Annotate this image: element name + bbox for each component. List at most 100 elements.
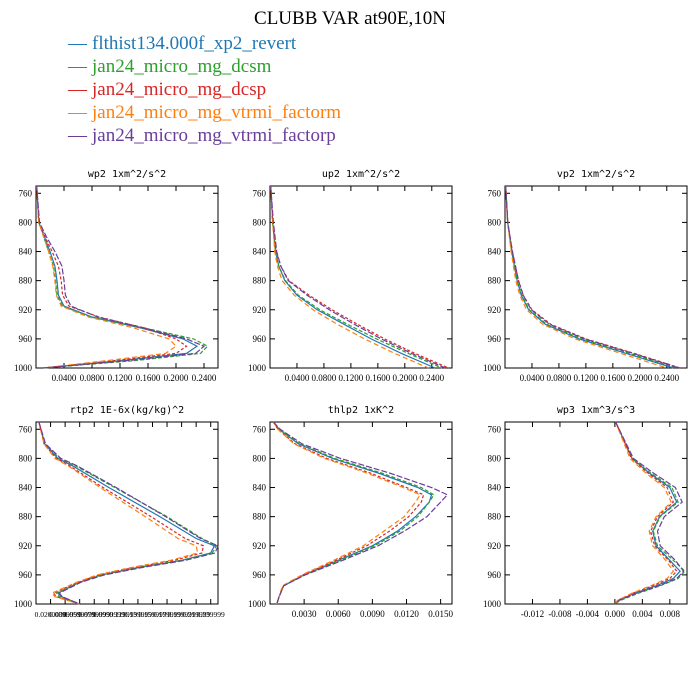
series-line-4 [270, 185, 429, 369]
y-tick-label: 840 [488, 247, 502, 257]
legend-line-icon: — [68, 33, 87, 54]
x-tick-label: 0.1600 [136, 373, 161, 383]
series-line-5 [614, 421, 685, 605]
legend-label: jan24_micro_mg_dcsp [92, 79, 267, 100]
legend: — flthist134.000f_xp2_revert — jan24_micro… [68, 32, 341, 147]
y-tick-label: 760 [488, 188, 502, 198]
y-tick-label: 880 [253, 276, 267, 286]
legend-label: jan24_micro_mg_vtrmi_factorm [92, 102, 342, 123]
panel-title: wp3 1xm^3/s^3 [557, 405, 635, 416]
x-tick-label: 0.0399999 [49, 610, 81, 619]
plot-frame [504, 185, 688, 369]
y-tick-label: 800 [253, 217, 267, 227]
series-line-5 [38, 421, 219, 605]
x-tick-label: 0.0150 [428, 609, 453, 619]
panel-title: vp2 1xm^2/s^2 [557, 169, 635, 180]
legend-entry: — jan24_micro_mg_dcsm [68, 55, 341, 78]
y-tick-label: 960 [19, 570, 33, 580]
y-tick-label: 760 [253, 424, 267, 434]
series-line-3 [614, 421, 678, 605]
y-tick-label: 800 [488, 217, 502, 227]
panel-title: thlp2 1xK^2 [328, 405, 394, 416]
panel-title: rtp2 1E-6x(kg/kg)^2 [70, 405, 184, 416]
y-tick-label: 880 [253, 512, 267, 522]
series-line-3 [38, 421, 205, 605]
x-tick-label: 0.219999 [182, 610, 210, 619]
series-line-2 [272, 421, 435, 605]
plot-frame [269, 185, 453, 369]
x-tick-label: 0.0400 [520, 373, 545, 383]
x-tick-label: -0.012 [521, 609, 544, 619]
legend-label: jan24_micro_mg_vtrmi_factorp [92, 125, 336, 146]
y-tick-label: 840 [253, 483, 267, 493]
x-tick-label: 0.199999 [168, 610, 196, 619]
x-tick-label: 0.1200 [574, 373, 599, 383]
legend-entry: — jan24_micro_mg_vtrmi_factorp [68, 124, 341, 147]
x-tick-label: 0.0800 [312, 373, 337, 383]
x-tick-label: 0.119999 [109, 610, 137, 619]
y-tick-label: 880 [488, 512, 502, 522]
y-tick-label: 920 [488, 541, 502, 551]
x-tick-label: 0.0999999 [93, 610, 125, 619]
legend-entry: — jan24_micro_mg_vtrmi_factorm [68, 101, 341, 124]
legend-line-icon: — [68, 56, 87, 77]
x-tick-label: 0.1200 [339, 373, 364, 383]
series-line-5 [36, 185, 206, 369]
x-tick-label: 0.0799999 [78, 610, 110, 619]
x-tick-label: 0.0030 [292, 609, 317, 619]
y-tick-label: 840 [488, 483, 502, 493]
legend-line-icon: — [68, 79, 87, 100]
y-tick-label: 1000 [483, 363, 502, 373]
series-line-3 [272, 421, 425, 605]
x-tick-label: 0.1600 [600, 373, 625, 383]
y-tick-label: 1000 [483, 599, 502, 609]
series-line-4 [272, 421, 421, 605]
y-tick-label: 880 [488, 276, 502, 286]
panel-title: up2 1xm^2/s^2 [322, 169, 400, 180]
series-line-4 [505, 185, 667, 369]
y-tick-label: 1000 [248, 599, 267, 609]
y-tick-label: 800 [19, 453, 33, 463]
legend-line-icon: — [68, 102, 87, 123]
series-line-1 [36, 185, 199, 369]
series-line-3 [505, 185, 681, 369]
x-tick-label: 0.0800 [547, 373, 572, 383]
x-tick-label: 0.2000 [164, 373, 189, 383]
x-tick-label: 0.0400 [285, 373, 310, 383]
plot-frame [504, 421, 688, 605]
y-tick-label: 920 [19, 541, 33, 551]
series-line-1 [38, 421, 216, 605]
x-tick-label: 0.2000 [627, 373, 652, 383]
x-tick-label: 0.0060 [326, 609, 351, 619]
y-tick-label: 760 [488, 424, 502, 434]
x-tick-label: 0.2400 [192, 373, 217, 383]
plot-frame [35, 185, 219, 369]
series-line-5 [505, 185, 680, 369]
legend-entry: — jan24_micro_mg_dcsp [68, 78, 341, 101]
y-tick-label: 1000 [14, 363, 33, 373]
x-tick-label: 0.0400 [52, 373, 77, 383]
y-tick-label: 760 [19, 424, 33, 434]
series-line-4 [36, 185, 177, 369]
y-tick-label: 960 [253, 570, 267, 580]
x-tick-label: -0.004 [576, 609, 600, 619]
y-tick-label: 1000 [14, 599, 33, 609]
plot-frame [269, 421, 453, 605]
legend-line-icon: — [68, 125, 87, 146]
x-tick-label: 0.2000 [392, 373, 417, 383]
series-line-2 [38, 421, 218, 605]
legend-entry: — flthist134.000f_xp2_revert [68, 32, 341, 55]
plot-frame [35, 421, 219, 605]
x-tick-label: 0.000 [605, 609, 626, 619]
series-line-2 [270, 185, 443, 369]
y-tick-label: 800 [488, 453, 502, 463]
x-tick-label: 0.004 [632, 609, 653, 619]
series-line-2 [614, 421, 686, 605]
series-line-2 [36, 185, 209, 369]
y-tick-label: 960 [253, 334, 267, 344]
y-tick-label: 760 [253, 188, 267, 198]
x-tick-label: 0.008 [660, 609, 681, 619]
x-tick-label: 0.2400 [419, 373, 444, 383]
y-tick-label: 920 [253, 541, 267, 551]
